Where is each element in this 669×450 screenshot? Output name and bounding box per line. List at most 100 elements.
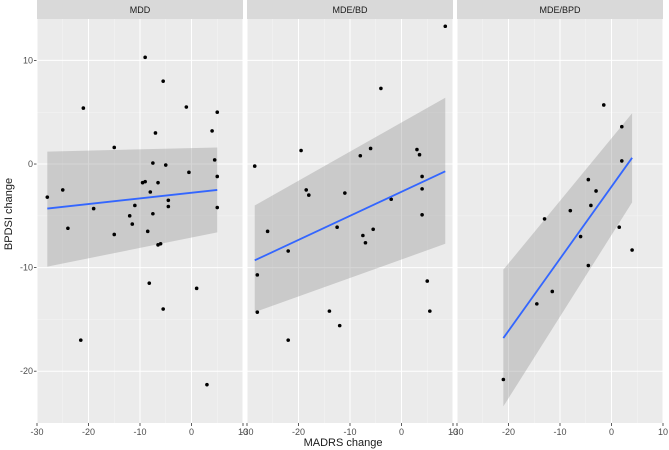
data-point <box>550 289 555 294</box>
data-point <box>620 124 624 129</box>
data-point <box>428 309 432 313</box>
x-tick-label: 0 <box>189 427 194 437</box>
data-point <box>148 190 153 194</box>
x-tick-label: -10 <box>553 427 566 437</box>
data-point <box>594 189 598 193</box>
x-tick-label: -10 <box>343 427 356 437</box>
x-tick-label: -30 <box>450 427 463 437</box>
data-point <box>161 79 165 83</box>
data-point <box>630 248 634 252</box>
data-point <box>166 198 171 203</box>
data-point <box>337 323 342 328</box>
data-point <box>379 86 383 91</box>
data-point <box>151 211 155 216</box>
facet-panel-mde-bd: MDE/BD -30 -20 -10 0 10 <box>240 0 458 437</box>
data-point <box>143 55 147 60</box>
data-point <box>205 382 209 387</box>
data-point <box>299 148 303 153</box>
data-point <box>166 204 171 209</box>
regression-line <box>502 157 633 339</box>
data-point <box>161 307 165 311</box>
facet-strip <box>457 0 663 19</box>
data-point <box>158 241 163 246</box>
panels-layer: -20 -10 0 10 MDD -30 -20 -10 0 10 MDE/BD -30 -20 -10 0… <box>20 0 668 437</box>
data-point <box>415 147 419 152</box>
data-point <box>307 193 311 197</box>
data-point <box>112 232 117 237</box>
data-point <box>210 129 214 133</box>
data-point <box>153 131 158 135</box>
data-point <box>535 302 539 306</box>
data-point <box>215 205 220 210</box>
facet-panel-mdd: MDD -30 -20 -10 0 10 <box>30 0 248 437</box>
confidence-band <box>47 147 218 267</box>
data-point <box>361 233 365 238</box>
data-point <box>194 286 199 291</box>
y-tick-label: -10 <box>20 263 33 273</box>
data-point <box>358 153 363 158</box>
data-point <box>127 214 132 218</box>
facet-strip-label: MDD <box>130 5 151 15</box>
data-point <box>620 159 624 163</box>
confidence-band <box>503 113 633 407</box>
y-tick-label: 10 <box>23 55 33 65</box>
data-point <box>66 226 70 231</box>
data-point <box>417 152 422 157</box>
data-point <box>363 240 368 245</box>
data-point <box>255 273 260 277</box>
data-point <box>151 161 155 165</box>
data-point <box>425 279 430 283</box>
data-point <box>286 249 291 253</box>
data-point <box>163 163 168 167</box>
data-point <box>147 281 152 285</box>
x-tick-label: 10 <box>448 427 458 437</box>
data-point <box>586 177 591 182</box>
facet-strip-label: MDE/BD <box>332 5 368 15</box>
data-point <box>578 234 583 239</box>
facet-strip <box>37 0 243 19</box>
data-point <box>389 197 394 202</box>
x-tick-label: -20 <box>82 427 95 437</box>
y-axis-title: BPDSI change <box>3 178 15 250</box>
data-point <box>184 105 189 109</box>
data-point <box>212 158 217 162</box>
data-point <box>501 377 506 382</box>
data-point <box>586 263 591 268</box>
data-point <box>617 225 622 230</box>
x-axis-title: MADRS change <box>304 437 383 449</box>
confidence-band <box>254 97 446 313</box>
data-point <box>143 179 147 184</box>
data-point <box>601 103 606 107</box>
data-point <box>252 164 257 168</box>
data-point <box>327 309 332 313</box>
x-tick-label: 10 <box>238 427 248 437</box>
data-point <box>215 174 220 179</box>
x-tick-label: -20 <box>292 427 305 437</box>
data-point <box>568 208 573 213</box>
x-tick-label: -30 <box>240 427 253 437</box>
x-tick-label: -30 <box>30 427 43 437</box>
data-point <box>371 227 375 232</box>
data-point <box>112 145 117 150</box>
data-point <box>133 203 137 208</box>
x-tick-label: 10 <box>658 427 668 437</box>
data-point <box>265 229 270 234</box>
data-point <box>286 338 291 342</box>
regression-line <box>254 170 446 262</box>
x-tick-label: -20 <box>502 427 515 437</box>
data-point <box>215 110 220 115</box>
facet-panel-mde-bpd: MDE/BPD -30 -20 -10 0 10 <box>450 0 668 437</box>
data-point <box>335 225 339 230</box>
data-point <box>443 24 448 29</box>
data-point <box>60 188 65 192</box>
data-point <box>420 174 424 179</box>
data-point <box>304 188 309 192</box>
y-tick-label: -20 <box>20 366 33 376</box>
data-point <box>343 191 347 195</box>
x-tick-label: 0 <box>399 427 404 437</box>
x-tick-label: -10 <box>133 427 146 437</box>
regression-line <box>47 189 218 210</box>
y-tick-label: 0 <box>28 159 33 169</box>
data-point <box>420 187 424 191</box>
